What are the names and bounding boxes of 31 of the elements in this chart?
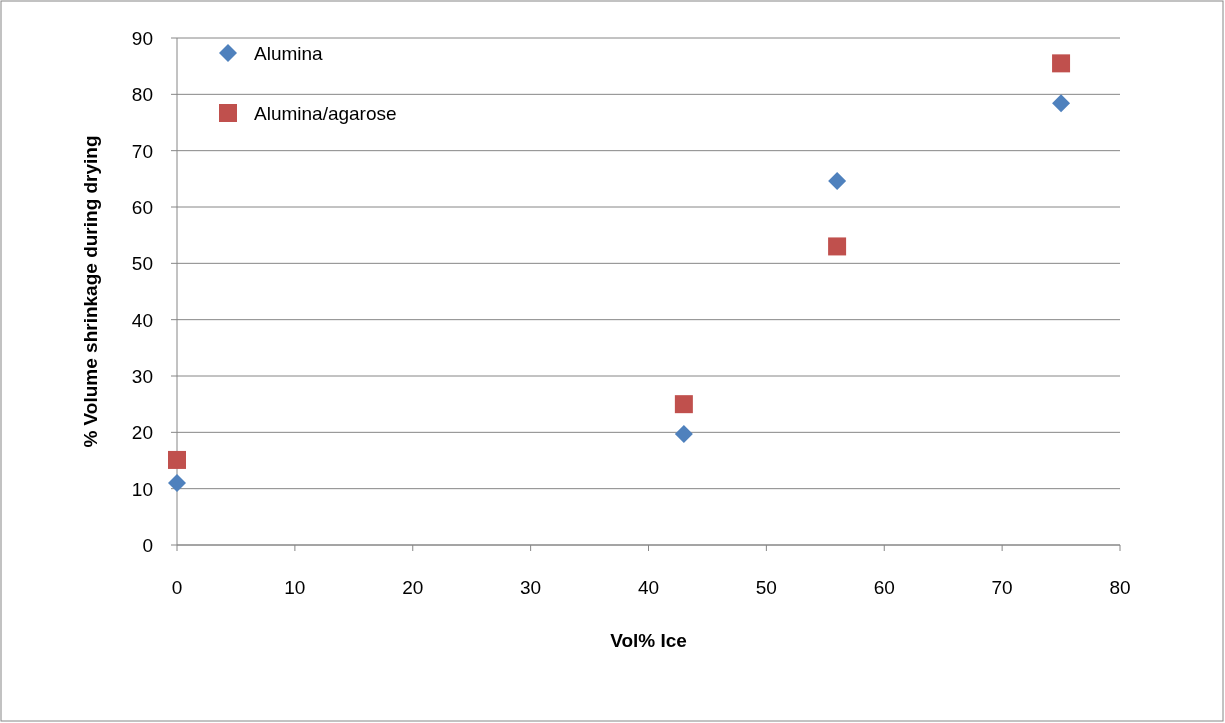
- x-tick-label: 0: [171, 577, 183, 598]
- x-tick-label: 30: [520, 577, 542, 598]
- point: [828, 172, 847, 191]
- x-tick-label: 20: [402, 577, 424, 598]
- point: [1052, 54, 1071, 73]
- x-axis-title: Vol% Ice: [610, 630, 687, 651]
- y-tick-label: 0: [142, 535, 153, 556]
- point: [828, 237, 847, 256]
- y-tick-label: 10: [131, 478, 153, 500]
- y-tick-label: 30: [131, 366, 153, 387]
- x-tick-label: 70: [991, 577, 1013, 598]
- point: [674, 395, 693, 414]
- y-tick-label: 50: [131, 253, 153, 275]
- legend-label: Alumina: [254, 43, 324, 64]
- point: [168, 474, 186, 493]
- y-tick-label: 70: [131, 140, 153, 162]
- x-tick-label: 50: [755, 577, 777, 598]
- x-tick-label: 40: [637, 577, 660, 598]
- y-tick-label: 40: [131, 309, 153, 331]
- x-tick-label: 60: [873, 577, 895, 598]
- point: [674, 425, 693, 444]
- point: [1052, 94, 1071, 113]
- legend-label: Alumina/agarose: [254, 103, 397, 124]
- y-tick-label: 20: [131, 422, 153, 444]
- point: [168, 450, 186, 469]
- y-tick-label: 90: [131, 28, 153, 49]
- x-tick-label: 80: [1109, 577, 1131, 598]
- y-axis-title: % Volume shrinkage during drying: [80, 135, 101, 448]
- y-tick-label: 60: [131, 197, 153, 218]
- y-tick-label: 80: [131, 84, 153, 106]
- x-tick-label: 10: [284, 577, 306, 598]
